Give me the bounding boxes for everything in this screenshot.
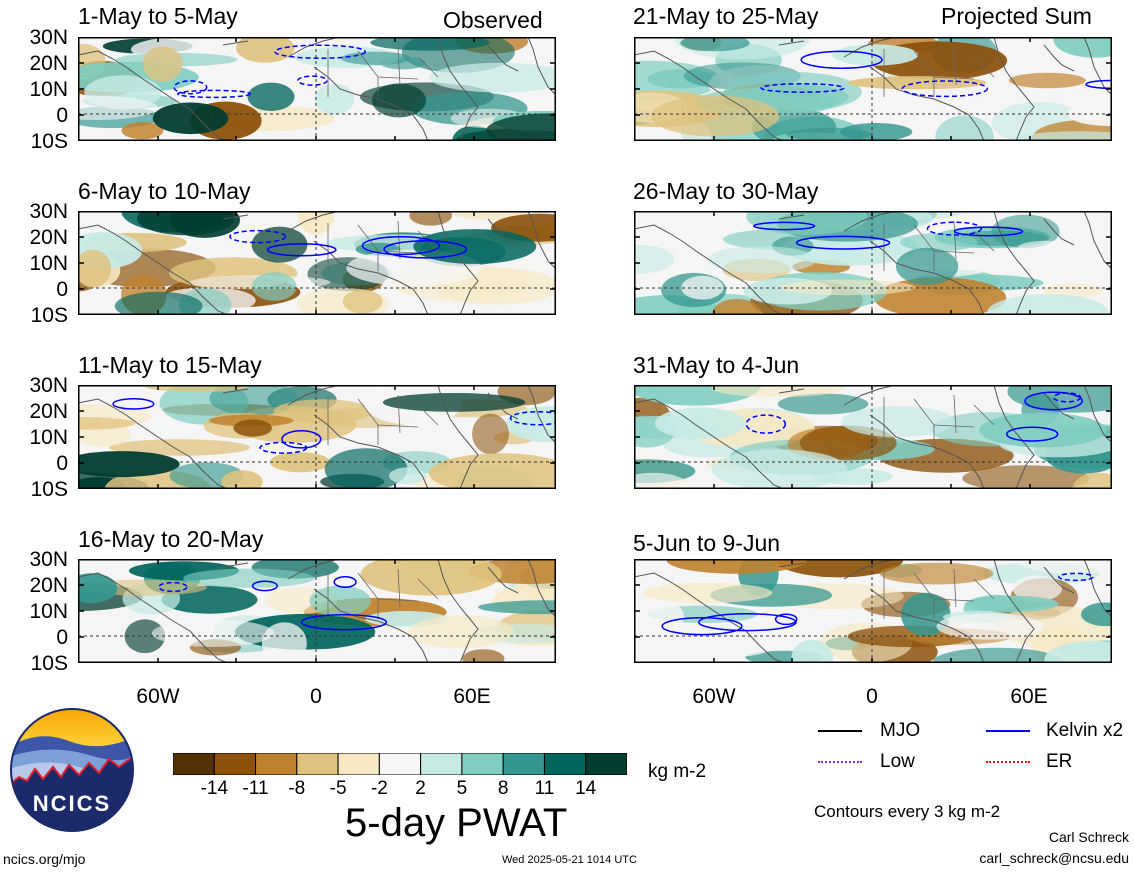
ncics-logo: NCICS <box>10 708 134 832</box>
colorbar-tick-label: -2 <box>370 778 388 799</box>
map-panel-2 <box>78 211 556 315</box>
panel-title-7: 31-May to 4-Jun <box>633 352 800 378</box>
lat-label: 10N <box>29 78 68 101</box>
panel-title-8: 5-Jun to 9-Jun <box>633 530 781 556</box>
colorbar-tick-label: 14 <box>575 778 597 799</box>
low-line-swatch <box>818 761 862 763</box>
colorbar-swatch <box>461 753 504 775</box>
lat-label: 30N <box>29 548 68 571</box>
lon-label-60w-right: 60W <box>692 685 736 708</box>
legend-low: Low <box>880 751 915 772</box>
colorbar-swatch <box>173 753 215 775</box>
lon-label-60e-left: 60E <box>453 685 491 708</box>
colorbar-label: 5-day PWAT <box>345 801 568 845</box>
panel-title-5: 21-May to 25-May <box>633 3 819 29</box>
colorbar-tick-label: 2 <box>415 778 426 799</box>
colorbar-swatch <box>337 753 380 775</box>
lon-label-60e-right: 60E <box>1010 685 1048 708</box>
lon-label-0-left: 0 <box>310 685 322 708</box>
lat-label: 10S <box>30 478 68 501</box>
footer-email: carl_schreck@ncsu.edu <box>979 850 1129 866</box>
colorbar-swatch <box>420 753 463 775</box>
lat-label: 10S <box>30 130 68 153</box>
colorbar-swatch <box>378 753 422 775</box>
colorbar-swatch <box>296 753 339 775</box>
colorbar-tick-label: -14 <box>200 778 229 799</box>
kelvin-line-swatch <box>986 730 1030 732</box>
colorbar-tick-label: -11 <box>242 778 269 799</box>
panel-title-3: 11-May to 15-May <box>78 352 262 378</box>
colorbar-tick-label: 5 <box>456 778 468 799</box>
panel-title-1: 1-May to 5-May <box>78 3 238 29</box>
legend-er: ER <box>1046 751 1073 772</box>
lat-label: 10N <box>29 600 68 623</box>
colorbar-tick-label: -5 <box>329 778 347 799</box>
panel-title-6: 26-May to 30-May <box>633 178 819 204</box>
lat-label: 30N <box>29 374 68 397</box>
lat-label: 10S <box>30 304 68 327</box>
lat-label: 10N <box>29 426 68 449</box>
lat-label: 0 <box>56 452 68 475</box>
observed-header: Observed <box>443 7 543 33</box>
map-panel-5 <box>634 37 1112 141</box>
lat-label: 10N <box>29 252 68 275</box>
lat-label: 20N <box>29 52 68 75</box>
colorbar-swatch <box>543 753 587 775</box>
colorbar-swatch <box>213 753 257 775</box>
colorbar-swatch <box>585 753 627 775</box>
projected-header: Projected Sum <box>941 3 1092 29</box>
colorbar-tick-label: -8 <box>288 778 306 799</box>
lat-label: 0 <box>56 278 68 301</box>
lat-label: 20N <box>29 226 68 249</box>
lat-label: 10S <box>30 652 68 675</box>
footer-url: ncics.org/mjo <box>3 851 86 867</box>
colorbar-tick-label: 8 <box>497 778 509 799</box>
legend-mjo: MJO <box>880 720 921 741</box>
logo-text: NCICS <box>33 791 111 816</box>
map-panel-1 <box>78 37 556 141</box>
colorbar-units: kg m-2 <box>648 761 707 782</box>
colorbar-swatch <box>502 753 545 775</box>
map-panel-3 <box>78 385 556 489</box>
map-panel-4 <box>78 559 556 663</box>
lat-label: 20N <box>29 400 68 423</box>
lon-label-0-right: 0 <box>866 685 878 708</box>
lat-label: 0 <box>56 104 68 127</box>
lon-label-60w-left: 60W <box>136 685 180 708</box>
map-panel-8 <box>634 559 1112 663</box>
contour-note: Contours every 3 kg m-2 <box>814 802 1001 821</box>
mjo-line-swatch <box>818 730 862 732</box>
legend-kelvin: Kelvin x2 <box>1046 720 1124 741</box>
lat-label: 20N <box>29 574 68 597</box>
lat-label: 30N <box>29 26 68 49</box>
colorbar <box>173 753 627 775</box>
footer-timestamp: Wed 2025-05-21 1014 UTC <box>502 854 637 866</box>
colorbar-tick-label: 11 <box>534 778 555 799</box>
footer-author: Carl Schreck <box>1048 829 1129 845</box>
map-panel-6 <box>634 211 1112 315</box>
panel-title-4: 16-May to 20-May <box>78 526 264 552</box>
panel-title-2: 6-May to 10-May <box>78 178 251 204</box>
lat-label: 0 <box>56 626 68 649</box>
er-line-swatch <box>986 761 1030 763</box>
lat-label: 30N <box>29 200 68 223</box>
map-panel-7 <box>634 385 1112 489</box>
colorbar-swatch <box>255 753 298 775</box>
